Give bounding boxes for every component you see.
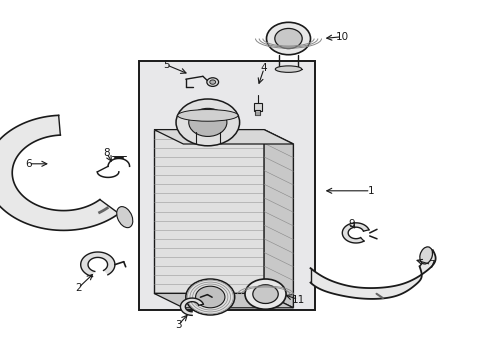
Circle shape: [185, 279, 234, 315]
Circle shape: [195, 286, 224, 308]
Polygon shape: [154, 293, 293, 308]
Text: 1: 1: [366, 186, 373, 196]
Polygon shape: [154, 130, 264, 293]
Circle shape: [266, 22, 310, 55]
Circle shape: [274, 28, 302, 49]
Circle shape: [176, 99, 239, 146]
Text: 5: 5: [163, 60, 169, 70]
Circle shape: [244, 279, 285, 309]
Polygon shape: [81, 252, 115, 276]
Ellipse shape: [177, 109, 238, 121]
Polygon shape: [180, 298, 203, 315]
Bar: [255, 110, 260, 115]
Text: 2: 2: [75, 283, 81, 293]
Polygon shape: [264, 130, 293, 308]
Circle shape: [206, 78, 218, 86]
Text: 3: 3: [175, 320, 182, 330]
Circle shape: [252, 285, 278, 303]
Text: 4: 4: [260, 63, 267, 73]
Ellipse shape: [275, 66, 301, 72]
Text: 9: 9: [348, 219, 355, 229]
Polygon shape: [154, 130, 293, 144]
Polygon shape: [342, 223, 368, 243]
Ellipse shape: [419, 247, 431, 264]
Text: 10: 10: [335, 32, 348, 42]
Text: 6: 6: [25, 159, 32, 169]
Text: 8: 8: [103, 148, 110, 158]
Text: 7: 7: [427, 260, 434, 270]
Polygon shape: [310, 250, 435, 299]
Circle shape: [209, 80, 215, 84]
Bar: [253, 103, 261, 111]
Circle shape: [188, 108, 226, 136]
Bar: [139, 61, 315, 310]
Ellipse shape: [117, 207, 133, 228]
Polygon shape: [0, 115, 119, 230]
Text: 11: 11: [291, 294, 305, 305]
